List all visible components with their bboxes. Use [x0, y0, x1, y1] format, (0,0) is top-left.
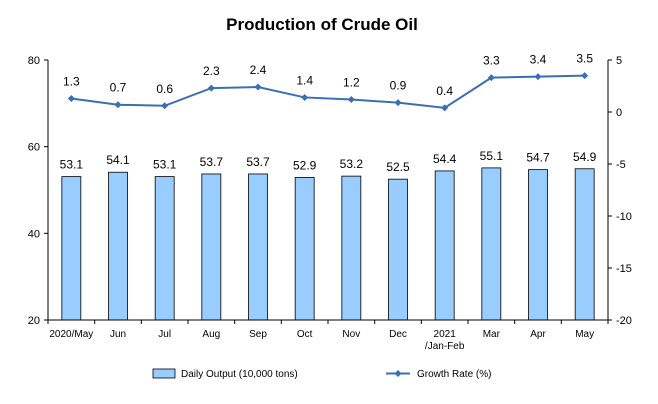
- bar: [61, 176, 82, 321]
- growth-rate-point: [161, 102, 169, 110]
- x-axis-tick-label: Oct: [297, 329, 313, 340]
- growth-rate-label: 3.4: [530, 53, 547, 67]
- growth-rate-label: 0.7: [110, 81, 127, 95]
- growth-rate-label: 1.2: [343, 76, 360, 90]
- growth-rate-label: 0.6: [156, 82, 173, 96]
- left-axis-tick-label: 20: [28, 315, 40, 327]
- legend: Daily Output (10,000 tons) Growth Rate (%…: [152, 368, 491, 380]
- growth-rate-point: [394, 99, 402, 107]
- growth-rate-point: [534, 73, 542, 81]
- growth-rate-point: [487, 74, 495, 82]
- bar-series: 53.1 54.1 53.1 53.7 53.7 52.9 53.2 52.5 54.4 55.1…: [60, 149, 597, 321]
- growth-rate-point: [347, 96, 355, 104]
- bar: [201, 173, 222, 321]
- legend-line-label: Growth Rate (%): [417, 369, 491, 380]
- left-axis-tick-label: 40: [28, 228, 40, 240]
- bar-value-label: 53.7: [200, 155, 224, 169]
- x-axis-tick-label: 2021/Jan-Feb: [425, 329, 465, 352]
- bar-value-label: 52.9: [293, 158, 317, 172]
- legend-line-marker: [394, 370, 402, 377]
- bar: [481, 167, 502, 321]
- growth-rate-label: 3.3: [483, 54, 500, 68]
- x-axis-tick-label: Sep: [249, 329, 267, 340]
- bar: [434, 170, 455, 321]
- growth-rate-point: [441, 104, 449, 112]
- x-axis-tick-label: Jun: [110, 329, 126, 340]
- bar-value-label: 53.1: [153, 158, 177, 172]
- growth-rate-point: [301, 93, 309, 101]
- right-axis-tick-label: -15: [616, 263, 632, 275]
- chart-title: Production of Crude Oil: [226, 15, 418, 34]
- bar: [108, 171, 128, 321]
- bar-value-label: 53.7: [246, 155, 270, 169]
- growth-rate-label: 2.4: [250, 63, 267, 77]
- growth-rate-point: [67, 94, 75, 102]
- bar-value-label: 52.5: [386, 160, 410, 174]
- growth-rate-label: 1.3: [63, 74, 80, 88]
- bar-value-label: 54.9: [573, 150, 597, 164]
- x-axis-tick-label: Mar: [483, 329, 501, 340]
- left-axis-tick-label: 60: [28, 142, 40, 154]
- growth-rate-label: 1.4: [296, 73, 313, 87]
- right-axis-tick-label: -10: [616, 211, 632, 223]
- bar-value-label: 53.2: [340, 157, 364, 171]
- bar-value-label: 54.7: [526, 151, 550, 165]
- growth-rate-label: 0.9: [390, 79, 407, 93]
- growth-rate-point: [581, 72, 589, 80]
- bar: [574, 168, 595, 321]
- x-axis-tick-label: Dec: [389, 329, 407, 340]
- bar-value-label: 53.1: [60, 158, 84, 172]
- growth-rate-point: [254, 83, 262, 91]
- growth-rate-line: [71, 74, 585, 109]
- growth-rate-label: 2.3: [203, 64, 220, 78]
- right-axis-tick-label: -5: [616, 159, 626, 171]
- legend-bar-label: Daily Output (10,000 tons): [181, 369, 298, 380]
- growth-rate-point: [114, 101, 122, 109]
- bar-value-label: 55.1: [480, 149, 504, 163]
- bar: [341, 175, 362, 321]
- line-series: 1.3 0.7 0.6 2.3 2.4 1.4 1.2 0.9 0.4 3.3 3.4 3.5: [63, 52, 593, 112]
- growth-rate-point: [207, 84, 215, 92]
- right-axis-tick-label: 5: [616, 55, 622, 67]
- bar: [388, 178, 408, 321]
- growth-rate-label: 0.4: [436, 84, 453, 98]
- legend-bar-swatch: [152, 368, 176, 379]
- bar: [294, 177, 315, 321]
- bar-value-label: 54.4: [433, 152, 457, 166]
- growth-rate-label: 3.5: [576, 52, 593, 66]
- x-axis-tick-label: Jul: [158, 329, 171, 340]
- x-axis-tick-label: Nov: [342, 329, 360, 340]
- right-axis-tick-label: -20: [616, 315, 632, 327]
- x-axis-tick-label: May: [575, 329, 594, 340]
- x-axis-tick-label: Aug: [202, 329, 220, 340]
- bar: [528, 169, 548, 321]
- bar: [248, 173, 268, 321]
- left-axis-tick-label: 80: [28, 55, 40, 67]
- bar-value-label: 54.1: [106, 153, 130, 167]
- right-axis-tick-label: 0: [616, 107, 622, 119]
- bar: [154, 176, 175, 321]
- axes: 20 40 60 80 5 0 -5 -10 -15 -20 2020/May Jun Jul Aug Se…: [28, 55, 632, 352]
- x-axis-tick-label: 2020/May: [49, 329, 93, 340]
- x-axis-tick-label: Apr: [530, 329, 546, 340]
